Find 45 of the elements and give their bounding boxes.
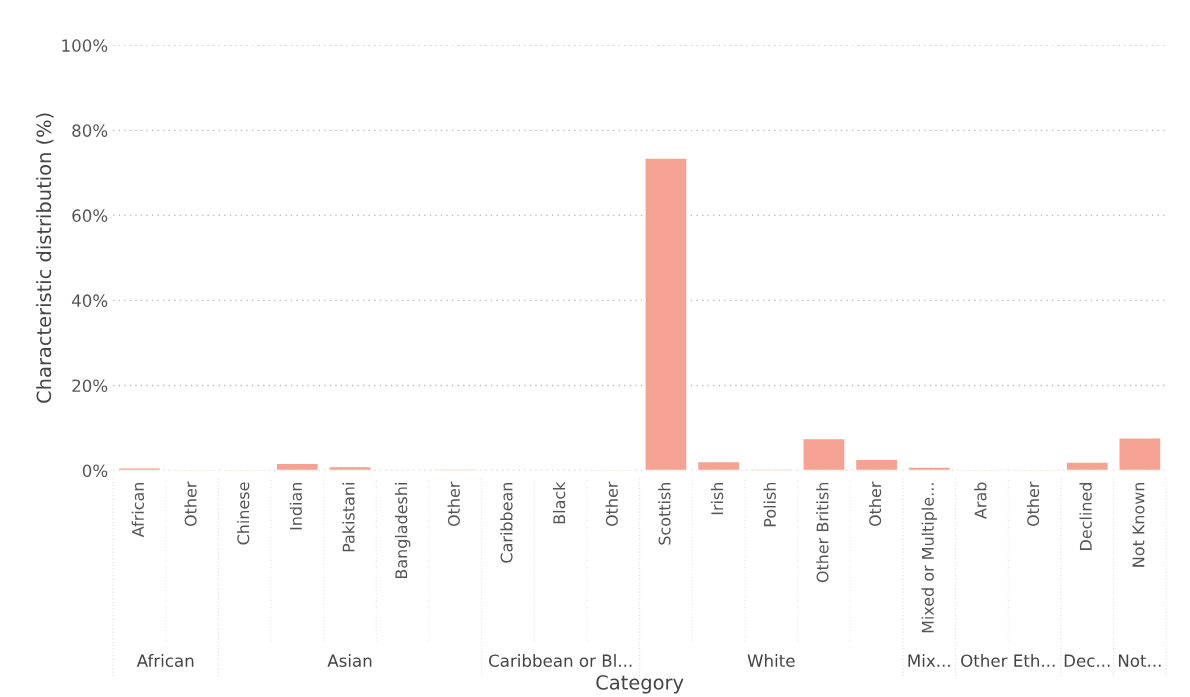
x-tick-label: Mixed or Multiple... [921, 483, 937, 633]
y-tick-label: 80% [72, 124, 108, 137]
text: Mix... [908, 654, 950, 667]
bar [696, 460, 741, 471]
x-tick-label: Not Known [1132, 482, 1145, 567]
y-tick-label: 20% [72, 379, 108, 393]
x-axis-title: Category [596, 675, 684, 694]
x-tick-label: Caribbean [500, 482, 513, 563]
x-tick-label: Other British [816, 482, 829, 583]
text: Not... [1118, 654, 1161, 667]
text: Asian [327, 654, 372, 667]
bar [854, 458, 899, 471]
x-tick-label: Other [1026, 481, 1040, 527]
y-tick-label: 0% [82, 464, 108, 478]
bar [1065, 461, 1109, 471]
text: Caribbean or Bl... [489, 654, 632, 667]
x-tick-label: Other [184, 481, 197, 527]
x-tick-label: Other [605, 481, 618, 527]
y-axis-title: Characteristic distribution (%) [36, 113, 54, 403]
text: White [747, 654, 795, 667]
bar [117, 467, 162, 471]
x-tick-label: Irish [710, 482, 724, 515]
y-tick-label: 40% [71, 294, 108, 307]
x-tick-label: Bangladeshi [394, 483, 411, 579]
bar [802, 437, 846, 471]
y-tick-label: 60% [72, 209, 108, 222]
text: Other Eth... [961, 654, 1055, 667]
x-tick-label: Chinese [236, 482, 250, 545]
x-tick-label: Polish [763, 482, 776, 527]
x-tick-label: Other [447, 481, 460, 527]
bar [1118, 437, 1162, 471]
x-tick-label: Arab [974, 482, 987, 519]
bar [644, 157, 688, 471]
x-tick-label: Other [868, 481, 882, 527]
text: African [136, 654, 194, 667]
bar [328, 465, 372, 471]
x-tick-label: Indian [289, 482, 302, 530]
text: Dec... [1064, 654, 1110, 667]
x-tick-label: African [131, 482, 145, 538]
y-tick-label: 100% [62, 39, 108, 52]
x-tick-label: Declined [1079, 483, 1092, 550]
x-tick-label: Black [552, 481, 566, 524]
x-tick-label: Scottish [658, 482, 671, 545]
x-tick-label: Pakistani [342, 483, 355, 552]
bar [907, 466, 951, 471]
